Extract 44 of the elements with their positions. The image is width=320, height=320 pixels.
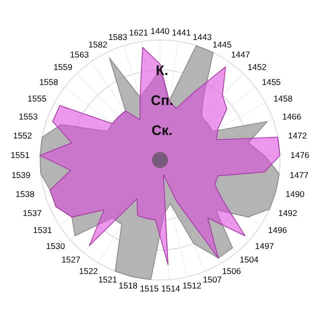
spoke-label: 1555 bbox=[28, 93, 47, 104]
spoke-label: 1506 bbox=[222, 266, 242, 276]
spoke-label: 1558 bbox=[39, 76, 58, 87]
spoke-label: 1452 bbox=[248, 62, 267, 72]
spoke-label: 1441 bbox=[172, 28, 192, 38]
spoke-label: 1559 bbox=[53, 62, 73, 72]
spoke-label: 1518 bbox=[118, 280, 138, 291]
spoke-label: 1539 bbox=[11, 170, 31, 180]
spoke-label: 1496 bbox=[268, 225, 288, 236]
spoke-label: 1521 bbox=[98, 274, 118, 285]
spoke-label: 1553 bbox=[18, 111, 38, 122]
spoke-label: 1443 bbox=[192, 32, 212, 42]
spoke-label: 1552 bbox=[13, 130, 32, 140]
spoke-label: 1530 bbox=[46, 240, 66, 251]
spoke-label: 1466 bbox=[282, 111, 302, 122]
y-tick-label: Ск. bbox=[151, 122, 173, 138]
y-tick-label: К. bbox=[156, 62, 168, 78]
spoke-label: 1531 bbox=[33, 225, 52, 236]
spoke-label: 1492 bbox=[278, 208, 298, 218]
spoke-label: 1538 bbox=[16, 189, 35, 200]
spoke-label: 1551 bbox=[10, 150, 30, 160]
spoke-label: 1458 bbox=[274, 93, 293, 104]
spoke-label: 1497 bbox=[255, 240, 274, 251]
spoke-label: 1514 bbox=[161, 284, 180, 294]
y-tick-label: Сп. bbox=[150, 92, 174, 108]
spoke-label: 1477 bbox=[290, 170, 309, 180]
spoke-label: 1512 bbox=[182, 280, 202, 291]
spoke-label: 1522 bbox=[78, 266, 98, 276]
spoke-label: 1527 bbox=[61, 254, 81, 265]
spoke-label: 1507 bbox=[202, 274, 222, 285]
spoke-label: 1563 bbox=[70, 49, 90, 60]
spoke-label: 1490 bbox=[286, 189, 305, 200]
spoke-label: 1472 bbox=[288, 130, 308, 140]
spoke-label: 1504 bbox=[240, 254, 259, 265]
spoke-label: 1476 bbox=[290, 150, 310, 160]
spoke-label: 1582 bbox=[88, 39, 108, 50]
spoke-label: 1445 bbox=[212, 39, 232, 50]
spoke-label: 1440 bbox=[150, 26, 170, 36]
spoke-label: 1537 bbox=[22, 208, 42, 218]
spoke-label: 1447 bbox=[231, 49, 250, 60]
spoke-label: 1583 bbox=[108, 32, 128, 42]
spoke-label: 1621 bbox=[129, 28, 148, 38]
spoke-label: 1515 bbox=[140, 284, 160, 294]
spoke-label: 1455 bbox=[262, 76, 282, 87]
